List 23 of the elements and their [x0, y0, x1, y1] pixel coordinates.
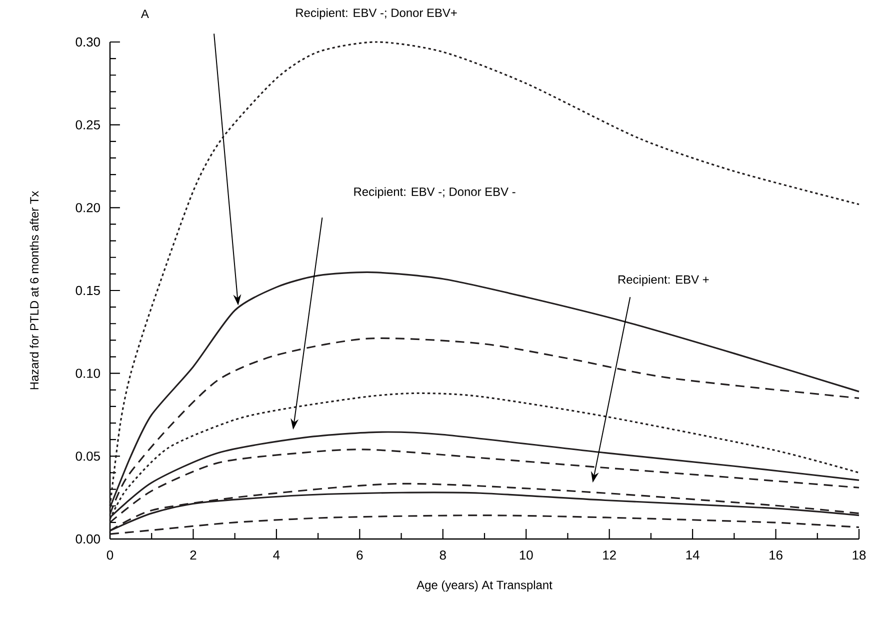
x-tick-label: 10 — [520, 550, 533, 560]
y-tick-label: 0.30 — [76, 37, 100, 47]
annotation: Recipient: EBV -; Donor EBV - — [354, 187, 516, 198]
x-tick-label: 2 — [190, 550, 196, 560]
x-tick-label: 14 — [686, 550, 700, 560]
x-tick-label: 6 — [356, 550, 363, 560]
y-tick-label: 0.05 — [76, 452, 100, 461]
x-tick-label: 8 — [440, 550, 446, 560]
x-axis-title: Age (years) At Transplant — [416, 580, 552, 592]
y-tick-label: 0.25 — [76, 120, 100, 130]
y-tick-label: 0.00 — [76, 534, 100, 544]
y-axis-title: Hazard for PTLD at 6 months after Tx — [30, 190, 39, 390]
annotation: Recipient: EBV + — [618, 274, 709, 286]
y-tick-label: 0.15 — [76, 286, 100, 296]
x-tick-label: 18 — [852, 550, 866, 560]
y-tick-label: 0.10 — [76, 368, 100, 378]
x-tick-label: 16 — [770, 550, 782, 560]
x-tick-label: 0 — [106, 550, 114, 560]
y-tick-label: 0.20 — [76, 203, 100, 212]
x-tick-label: 12 — [603, 550, 616, 560]
x-tick-label: 4 — [273, 550, 280, 560]
text: Recipient: EBV -; Donor EBV+ — [296, 8, 457, 20]
text: A — [140, 10, 149, 18]
